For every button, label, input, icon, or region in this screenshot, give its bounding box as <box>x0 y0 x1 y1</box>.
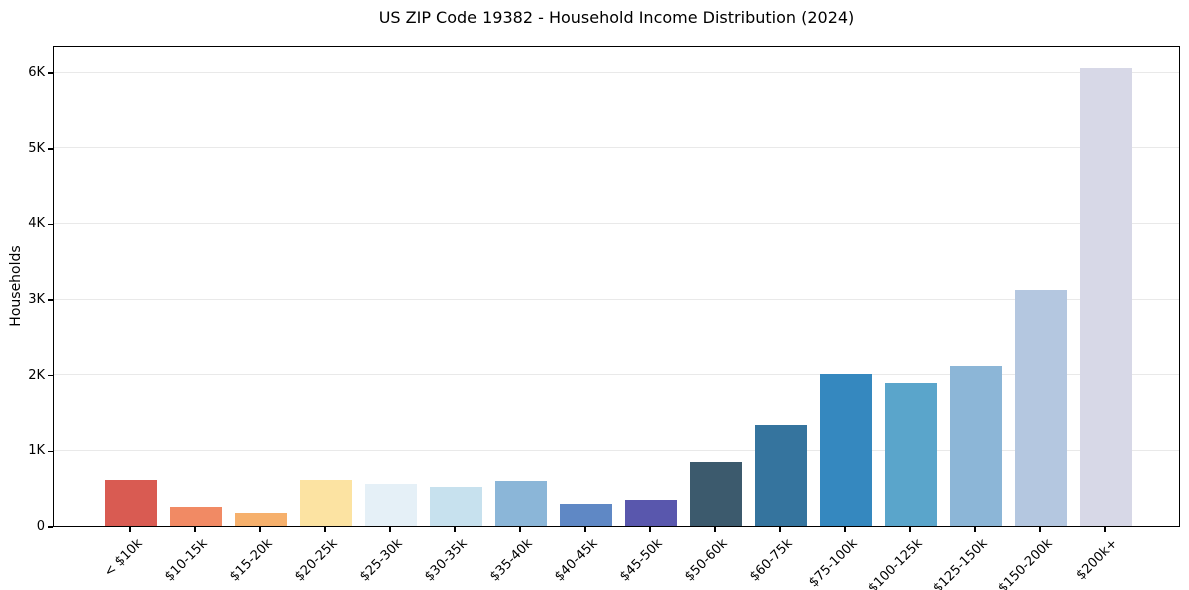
plot-area <box>53 46 1180 527</box>
x-tick-mark <box>389 527 391 532</box>
y-tick-label-4K: 4K <box>28 216 45 232</box>
bar--100-125k <box>885 383 937 526</box>
x-tick-label--20-25k: $20-25k <box>292 536 341 585</box>
x-tick-mark <box>1039 527 1041 532</box>
y-tick-label-0: 0 <box>36 519 45 534</box>
bar--10-15k <box>170 507 222 526</box>
y-tick-mark <box>48 450 53 453</box>
y-tick-label-6K: 6K <box>28 65 45 81</box>
y-tick-label-2K: 2K <box>28 367 45 383</box>
x-tick-mark <box>129 527 131 532</box>
bar--125-150k <box>950 366 1002 526</box>
x-tick-mark <box>454 527 456 532</box>
gridline-6K <box>54 71 1179 73</box>
x-tick-label--200k-: $200k+ <box>1073 536 1121 584</box>
x-tick-label--125-150k: $125-150k <box>930 536 991 590</box>
gridline-4K <box>54 222 1179 224</box>
x-tick-mark <box>1104 527 1106 532</box>
gridline-2K <box>54 374 1179 376</box>
bar--200k- <box>1080 67 1132 526</box>
bar--60-75k <box>755 425 807 526</box>
bar--150-200k <box>1015 290 1067 526</box>
y-tick-mark <box>48 299 53 301</box>
x-tick-label--60-75k: $60-75k <box>747 536 796 585</box>
x-tick-label--15-20k: $15-20k <box>227 536 276 585</box>
bar--75-100k <box>820 374 872 526</box>
bar--25-30k <box>365 483 417 526</box>
y-tick-mark <box>48 72 53 74</box>
x-tick-label--50-60k: $50-60k <box>682 536 731 585</box>
x-tick-label--45-50k: $45-50k <box>617 536 666 585</box>
x-tick-mark <box>844 527 846 532</box>
bar--20-25k <box>300 479 352 526</box>
y-tick-mark <box>48 148 53 150</box>
gridline-3K <box>54 298 1179 300</box>
x-tick-mark <box>519 527 521 532</box>
chart-title: US ZIP Code 19382 - Household Income Dis… <box>378 8 855 27</box>
y-tick-label-3K: 3K <box>28 292 45 308</box>
x-tick-label--100-125k: $100-125k <box>865 536 926 590</box>
y-tick-mark <box>48 374 53 377</box>
x-tick-mark <box>779 527 781 532</box>
bar--45-50k <box>625 499 677 526</box>
x-tick-mark <box>194 527 196 532</box>
x-tick-mark <box>584 527 586 532</box>
x-tick-label--10-15k: $10-15k <box>162 536 211 585</box>
y-tick-label-1K: 1K <box>28 443 45 459</box>
gridline-5K <box>54 147 1179 149</box>
x-tick-label--10k: < $10k <box>101 536 146 581</box>
bar--30-35k <box>430 486 482 526</box>
x-tick-mark <box>909 527 911 532</box>
y-axis-label: Households <box>8 245 24 327</box>
bar--10k <box>105 480 157 526</box>
x-tick-mark <box>324 527 326 532</box>
gridline-1K <box>54 449 1179 451</box>
x-tick-label--30-35k: $30-35k <box>422 536 471 585</box>
bar--50-60k <box>690 461 742 526</box>
bar--35-40k <box>495 481 547 526</box>
x-tick-label--75-100k: $75-100k <box>806 536 861 590</box>
x-tick-mark <box>649 527 651 532</box>
bar--15-20k <box>235 513 287 526</box>
y-tick-mark <box>48 526 53 528</box>
x-tick-label--150-200k: $150-200k <box>995 536 1056 590</box>
x-tick-mark <box>714 527 716 532</box>
x-tick-mark <box>974 527 976 532</box>
bar--40-45k <box>560 504 612 526</box>
x-tick-label--25-30k: $25-30k <box>357 536 406 585</box>
x-tick-label--35-40k: $35-40k <box>487 536 536 585</box>
x-tick-label--40-45k: $40-45k <box>552 536 601 585</box>
y-tick-label-5K: 5K <box>28 140 45 156</box>
x-tick-mark <box>259 527 261 532</box>
y-tick-mark <box>48 223 53 226</box>
